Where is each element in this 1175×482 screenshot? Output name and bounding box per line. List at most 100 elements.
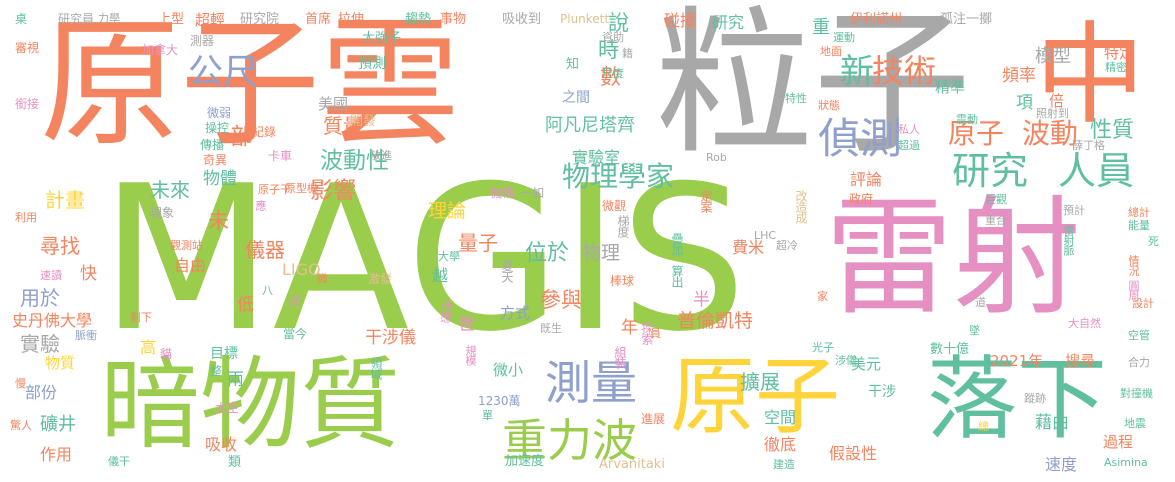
word-蹤跡: 蹤跡 xyxy=(1024,392,1046,405)
word-大強子: 大強子 xyxy=(362,31,402,46)
word-物理學家: 物理學家 xyxy=(562,160,675,193)
word-Plunkett: Plunkett xyxy=(560,12,610,26)
word-低: 低 xyxy=(237,295,254,315)
word-貓: 貓 xyxy=(160,347,173,361)
word-加拿大: 加拿大 xyxy=(142,43,179,57)
word-太空: 太空 xyxy=(215,401,240,415)
word-政府: 政府 xyxy=(849,192,874,206)
word-情況: 情況 xyxy=(1127,255,1140,275)
word-整: 整 xyxy=(210,364,223,378)
word-Rob: Rob xyxy=(706,151,727,164)
word-利用: 利用 xyxy=(15,211,37,224)
word-疊加: 疊加 xyxy=(670,233,684,255)
word-研究_teal: 研究 xyxy=(952,149,1029,193)
word-參與: 參與 xyxy=(540,288,582,312)
word-激發: 激發 xyxy=(368,272,393,286)
word-建造: 建造 xyxy=(773,458,795,471)
word-資助: 資助 xyxy=(602,31,624,44)
word-脈衝: 脈衝 xyxy=(75,329,97,342)
word-項: 項 xyxy=(1016,93,1033,113)
word-暗物質: 暗物質 xyxy=(100,346,400,463)
word-儀干: 儀干 xyxy=(108,455,130,468)
word-知: 知 xyxy=(566,57,580,72)
word-超過: 超過 xyxy=(898,139,920,152)
word-預計: 預計 xyxy=(1063,204,1085,217)
word-過程: 過程 xyxy=(1103,433,1134,451)
word-圓周: 圓周 xyxy=(1127,280,1140,300)
word-波動性: 波動性 xyxy=(320,148,389,174)
word-性質: 性質 xyxy=(1090,118,1135,143)
word-狀態: 狀態 xyxy=(818,99,840,112)
word-探索: 探索 xyxy=(640,322,654,344)
word-影響: 影響 xyxy=(310,178,356,204)
word-預測: 預測 xyxy=(358,56,386,72)
word-上型: 上型 xyxy=(158,12,185,27)
word-空管: 空管 xyxy=(1128,329,1150,342)
word-評論: 評論 xyxy=(850,170,883,189)
word-微: 微 xyxy=(317,272,328,285)
word-道: 道 xyxy=(975,296,986,309)
word-儀器: 儀器 xyxy=(245,238,285,262)
word-特定: 特定 xyxy=(1104,44,1135,62)
word-精準: 精準 xyxy=(935,78,966,96)
word-改造成: 改造成 xyxy=(794,190,808,223)
word-原子_big: 原子 xyxy=(670,348,841,447)
word-物質: 物質 xyxy=(45,354,76,372)
word-八: 八 xyxy=(262,284,273,297)
word-目標: 目標 xyxy=(210,346,238,362)
word-藉由: 藉由 xyxy=(1035,413,1069,433)
word-偵測: 偵測 xyxy=(818,114,903,163)
word-夏天: 夏天 xyxy=(500,260,514,282)
word-人員: 人員 xyxy=(1058,149,1135,193)
word-位於: 位於 xyxy=(525,241,570,266)
word-說: 說 xyxy=(608,11,629,35)
word-世: 世 xyxy=(458,315,475,335)
word-銜接: 銜接 xyxy=(15,97,40,111)
word-定案: 定案 xyxy=(699,190,713,212)
word-粒子: 粒子 xyxy=(655,0,971,176)
word-籍: 籍 xyxy=(622,47,633,60)
word-速度: 速度 xyxy=(1045,455,1078,474)
word-頻率: 頻率 xyxy=(1002,66,1036,86)
word-LIGO: LIGO xyxy=(282,260,321,279)
word-尋找: 尋找 xyxy=(40,234,80,258)
word-質量: 質量 xyxy=(323,114,363,138)
word-規模: 規模 xyxy=(464,345,477,365)
word-奇異: 奇異 xyxy=(203,153,228,167)
word-算出: 算出 xyxy=(670,265,684,287)
word-私人: 私人 xyxy=(898,123,920,136)
word-首席: 首席 xyxy=(305,12,332,27)
word-技術: 技術 xyxy=(872,52,937,90)
word-總: 總 xyxy=(978,420,989,433)
word-組裝: 組裝 xyxy=(613,346,627,368)
word-操控: 操控 xyxy=(205,121,230,135)
word-大學: 大學 xyxy=(438,250,460,263)
word-大自然: 大自然 xyxy=(1068,317,1101,330)
word-類: 類 xyxy=(228,455,242,470)
word-越: 越 xyxy=(432,266,449,285)
word-半: 半 xyxy=(693,290,710,310)
word-超輕: 超輕 xyxy=(195,11,226,29)
word-伊利諾州: 伊利諾州 xyxy=(850,12,903,27)
word-方式: 方式 xyxy=(500,304,531,322)
word-劃下: 劃下 xyxy=(130,311,152,324)
word-未來: 未來 xyxy=(150,178,190,202)
word-測器: 測器 xyxy=(190,34,215,48)
word-1230萬: 1230萬 xyxy=(478,394,521,408)
word-實驗室: 實驗室 xyxy=(572,148,621,167)
word-空間: 空間 xyxy=(764,408,797,427)
word-原子雲: 原子雲 xyxy=(40,3,461,166)
word-美國: 美國 xyxy=(318,95,349,113)
word-合力: 合力 xyxy=(1128,356,1150,369)
word-之間: 之間 xyxy=(562,90,590,106)
word-領域: 領域 xyxy=(369,357,383,379)
word-快: 快 xyxy=(80,264,97,284)
word-自由: 自由 xyxy=(174,256,207,275)
word-家: 家 xyxy=(817,290,828,303)
word-中: 中 xyxy=(1035,11,1145,139)
word-假設性: 假設性 xyxy=(829,444,878,463)
word-倍: 倍 xyxy=(1049,92,1065,110)
word-微弱: 微弱 xyxy=(207,106,232,120)
word-員: 員 xyxy=(650,327,661,340)
word-計畫: 計畫 xyxy=(45,188,85,212)
